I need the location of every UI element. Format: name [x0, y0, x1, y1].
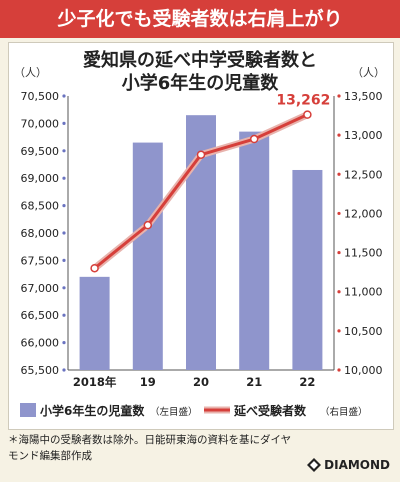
left-tick-dot [62, 313, 66, 317]
line-point-3 [196, 150, 206, 159]
left-tick-label: 67,000 [21, 282, 60, 295]
legend-bar-swatch [20, 403, 36, 417]
x-tick-label: 19 [140, 375, 156, 389]
line-point-1 [90, 263, 99, 273]
bar-2 [132, 142, 163, 370]
diamond-icon [307, 458, 322, 472]
right-tick-label: 11,000 [344, 286, 383, 299]
chart-title-line1: 愛知県の延べ中学受験者数と [83, 50, 317, 71]
left-tick-label: 69,500 [21, 145, 60, 158]
left-tick-label: 68,000 [21, 227, 60, 240]
left-tick-label: 70,500 [21, 90, 60, 103]
footnote: ＊海陽中の受験者数は除外。日能研東海の資料を基にダイヤ モンド編集部作成 [8, 432, 392, 464]
left-tick-dot [62, 286, 66, 290]
right-tick-label: 10,500 [344, 325, 383, 338]
left-tick-dot [62, 204, 66, 208]
left-tick-dot [62, 149, 66, 153]
line-point-5 [303, 110, 312, 119]
right-tick-dot [337, 329, 341, 333]
right-tick-label: 12,500 [344, 168, 383, 181]
right-tick-label: 13,500 [344, 90, 383, 103]
left-tick-dot [62, 231, 66, 235]
right-tick-dot [337, 211, 341, 216]
chart-title-line2: 小学6年生の児童数 [121, 73, 279, 94]
left-tick-label: 67,500 [21, 254, 60, 267]
line-point-4 [249, 134, 259, 144]
x-tick-label: 20 [193, 375, 209, 389]
x-tick-label: 22 [299, 375, 315, 389]
legend-bar-label: 小学6年生の児童数 [40, 403, 145, 418]
footnote-line1: ＊海陽中の受験者数は除外。日能研東海の資料を基にダイヤ [8, 434, 292, 446]
x-tick-label: 2018年 [73, 375, 117, 389]
left-tick-dot [62, 341, 66, 345]
left-tick-dot [62, 121, 66, 125]
x-tick-label: 21 [246, 375, 262, 389]
legend-bar-axis-note: （左目盛） [150, 406, 198, 418]
footnote-line2: モンド編集部作成 [8, 450, 92, 462]
legend-box [16, 398, 384, 422]
left-axis-unit: （人） [14, 66, 47, 79]
left-tick-label: 65,500 [21, 364, 60, 377]
legend-line-axis-note: （右目盛） [320, 406, 368, 418]
left-tick-dot [62, 368, 66, 372]
right-tick-dot [337, 172, 341, 176]
right-tick-label: 13,000 [344, 129, 383, 142]
right-tick-dot [337, 290, 341, 294]
left-tick-label: 70,000 [21, 117, 60, 130]
left-tick-dot [62, 94, 66, 98]
right-tick-dot [337, 368, 341, 372]
right-tick-dot [337, 133, 341, 137]
headline-banner: 少子化でも受験者数は右肩上がり [0, 0, 400, 38]
left-tick-label: 66,500 [21, 309, 60, 322]
bar-5 [292, 169, 323, 370]
left-tick-label: 68,500 [21, 200, 60, 213]
right-tick-dot [337, 94, 341, 98]
last-value-label: 13,262 [276, 93, 330, 109]
right-tick-label: 12,000 [344, 207, 383, 220]
bar-1 [79, 276, 110, 370]
right-axis-unit: （人） [352, 66, 385, 79]
left-tick-label: 66,000 [21, 337, 60, 350]
right-tick-label: 11,500 [344, 247, 383, 260]
brand-text: DIAMOND [324, 458, 390, 472]
right-tick-dot [337, 250, 341, 255]
line-point-2 [143, 220, 153, 230]
left-tick-label: 69,000 [21, 172, 60, 185]
left-tick-dot [62, 176, 66, 180]
bar-4 [239, 131, 270, 370]
left-tick-dot [62, 258, 66, 262]
diamond-logo: DIAMOND [307, 458, 390, 472]
right-tick-label: 10,000 [344, 364, 383, 377]
legend-line-label: 延べ受験者数 [233, 403, 307, 418]
